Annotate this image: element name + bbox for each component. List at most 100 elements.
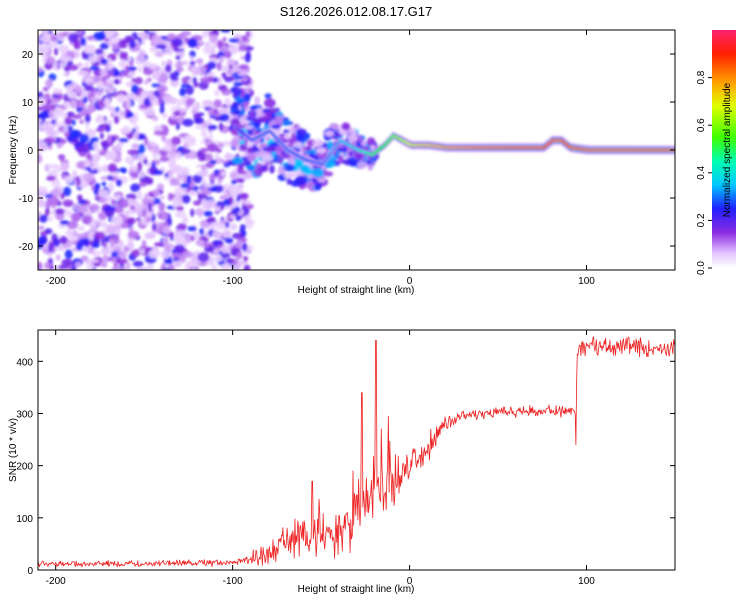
noise-blob bbox=[117, 250, 128, 260]
noise-blob bbox=[107, 134, 112, 144]
ridge-segment bbox=[277, 139, 281, 142]
transition-blob bbox=[275, 107, 280, 112]
snr-y-ticks: 0 100 200 300 400 bbox=[16, 357, 675, 577]
ridge-segment bbox=[495, 146, 500, 149]
noise-blob bbox=[225, 237, 234, 244]
noise-blob bbox=[160, 213, 168, 221]
ridge-segment bbox=[357, 149, 362, 152]
ridge-segment bbox=[285, 148, 289, 152]
noise-blob bbox=[247, 84, 253, 90]
noise-blob bbox=[84, 247, 90, 253]
ridge-segment bbox=[302, 158, 306, 161]
noise-blob bbox=[201, 100, 214, 105]
noise-blob bbox=[241, 75, 248, 83]
noise-blob bbox=[229, 223, 238, 231]
snr-frame bbox=[37, 329, 676, 571]
noise-blob bbox=[218, 122, 224, 131]
noise-blob bbox=[162, 113, 168, 119]
noise-blob bbox=[115, 216, 123, 226]
ridge-segment bbox=[489, 146, 493, 149]
noise-blob bbox=[141, 239, 147, 250]
ridge-segment bbox=[614, 148, 618, 152]
noise-blob bbox=[246, 221, 254, 229]
noise-blob bbox=[127, 149, 139, 156]
noise-blob bbox=[77, 233, 89, 239]
noise-blob bbox=[54, 208, 65, 215]
ridge-segment bbox=[580, 148, 585, 151]
colorbar-tick-label: 0.0 bbox=[696, 261, 707, 275]
noise-blob bbox=[142, 91, 152, 97]
noise-blob bbox=[224, 154, 236, 159]
noise-blob bbox=[111, 266, 118, 270]
ridge-segment bbox=[583, 148, 587, 151]
noise-blob bbox=[130, 205, 135, 210]
noise-blob bbox=[105, 78, 114, 85]
noise-blob bbox=[63, 71, 70, 77]
transition-blob bbox=[245, 164, 258, 171]
noise-blob bbox=[129, 60, 134, 67]
noise-blob bbox=[221, 72, 227, 79]
ridge-segment bbox=[485, 146, 489, 149]
noise-blob bbox=[209, 173, 216, 182]
noise-blob bbox=[132, 260, 144, 268]
noise-blob bbox=[228, 38, 240, 43]
noise-blob bbox=[239, 80, 251, 86]
transition-blob bbox=[271, 124, 281, 130]
ridge-segment bbox=[343, 141, 347, 144]
noise-blob bbox=[117, 141, 125, 147]
noise-blob bbox=[185, 139, 196, 147]
noise-blob bbox=[38, 186, 48, 192]
noise-blob bbox=[104, 30, 116, 38]
noise-blob bbox=[176, 205, 184, 212]
noise-blob bbox=[179, 87, 186, 97]
noise-blob bbox=[161, 60, 166, 67]
ridge-segment bbox=[262, 132, 266, 135]
snr-ytick-label: 0 bbox=[27, 566, 33, 577]
noise-blob bbox=[180, 61, 189, 65]
noise-blob bbox=[220, 30, 231, 33]
noise-blob bbox=[59, 61, 65, 69]
noise-blob bbox=[186, 175, 192, 185]
noise-blob bbox=[116, 114, 127, 120]
ridge-segment bbox=[568, 145, 572, 149]
noise-blob bbox=[116, 93, 126, 104]
ridge-segment bbox=[283, 146, 287, 149]
snr-xtick-label: -200 bbox=[46, 576, 66, 587]
noise-blob bbox=[176, 66, 184, 73]
noise-blob bbox=[224, 76, 234, 83]
ridge-segment bbox=[298, 155, 302, 158]
noise-blob bbox=[209, 34, 219, 44]
noise-blob bbox=[95, 128, 105, 132]
ridge-segment bbox=[650, 148, 655, 152]
noise-blob bbox=[77, 194, 83, 201]
ridge-segment bbox=[321, 162, 325, 165]
noise-blob bbox=[66, 220, 78, 230]
snr-ytick-label: 200 bbox=[16, 462, 33, 473]
noise-blob bbox=[179, 113, 184, 119]
noise-blob bbox=[73, 202, 79, 211]
ridge-segment bbox=[307, 159, 311, 162]
noise-blob bbox=[190, 104, 201, 109]
noise-blob bbox=[151, 70, 161, 80]
ridge-segment bbox=[440, 145, 444, 149]
noise-blob bbox=[199, 148, 209, 153]
spectrogram-xtick-label: -200 bbox=[46, 276, 66, 287]
ridge-segment bbox=[617, 148, 621, 152]
noise-blob bbox=[76, 62, 84, 68]
ridge-segment bbox=[270, 132, 275, 135]
transition-blob bbox=[233, 104, 239, 110]
noise-blob bbox=[155, 44, 167, 49]
noise-blob bbox=[216, 40, 224, 49]
colorbar: 0.0 0.2 0.4 0.6 0.8 Normalized spectral ampl… bbox=[696, 30, 736, 275]
noise-blob bbox=[58, 264, 68, 270]
spectrogram-ytick-label: -20 bbox=[19, 242, 34, 253]
ridge-segment bbox=[256, 136, 260, 139]
noise-blob bbox=[147, 30, 160, 33]
noise-blob bbox=[64, 249, 73, 260]
noise-blob bbox=[98, 211, 107, 221]
ridge-segment bbox=[629, 148, 633, 152]
transition-blob bbox=[305, 146, 312, 151]
noise-blob bbox=[108, 182, 115, 192]
ridge-segment bbox=[372, 152, 376, 155]
noise-blob bbox=[118, 59, 127, 69]
